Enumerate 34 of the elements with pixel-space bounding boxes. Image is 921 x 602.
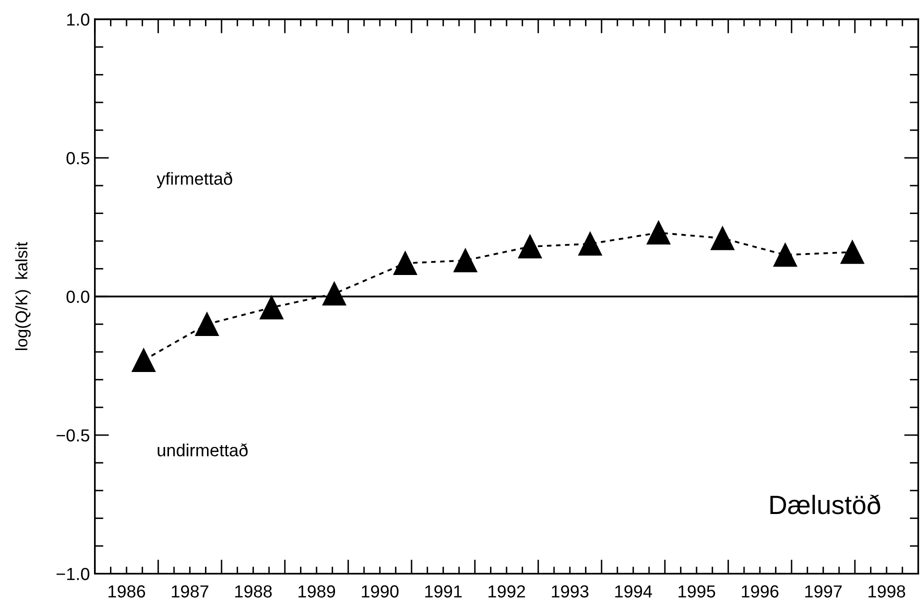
point — [393, 251, 418, 276]
x-tick-label: 1998 — [868, 585, 906, 598]
point — [518, 234, 542, 258]
point — [840, 240, 864, 264]
annotation: undirmettað — [158, 443, 248, 456]
point — [773, 243, 798, 267]
y-axis-title: log(Q/K) kalsit — [15, 242, 31, 350]
point — [646, 220, 670, 245]
y-tick-label: −1.0 — [56, 568, 90, 580]
point — [710, 226, 734, 250]
point — [260, 296, 284, 320]
x-tick-label: 1993 — [552, 585, 588, 598]
point — [454, 248, 478, 272]
y-tick-label: 0.0 — [66, 290, 90, 303]
x-tick-label: 1990 — [362, 585, 399, 598]
x-tick-label: 1997 — [805, 585, 842, 598]
x-tick-label: 1989 — [298, 585, 336, 598]
y-tick-label: 0.5 — [66, 152, 90, 164]
point — [322, 282, 346, 306]
point — [578, 232, 602, 256]
point — [132, 348, 156, 372]
x-tick-label: 1995 — [678, 585, 716, 598]
x-tick-label: 1992 — [488, 585, 525, 598]
x-tick-label: 1988 — [235, 585, 272, 598]
y-tick-label: −0.5 — [56, 429, 90, 442]
x-tick-label: 1987 — [172, 585, 208, 598]
point — [195, 312, 219, 336]
y-tick-label: 1.0 — [67, 13, 90, 26]
x-tick-label: 1991 — [425, 585, 462, 598]
annotation: Dælustöð — [770, 494, 880, 514]
x-tick-label: 1994 — [615, 585, 652, 598]
x-tick-label: 1996 — [742, 585, 778, 598]
annotation: yfirmettað — [156, 172, 232, 188]
x-tick-label: 1986 — [108, 585, 146, 598]
